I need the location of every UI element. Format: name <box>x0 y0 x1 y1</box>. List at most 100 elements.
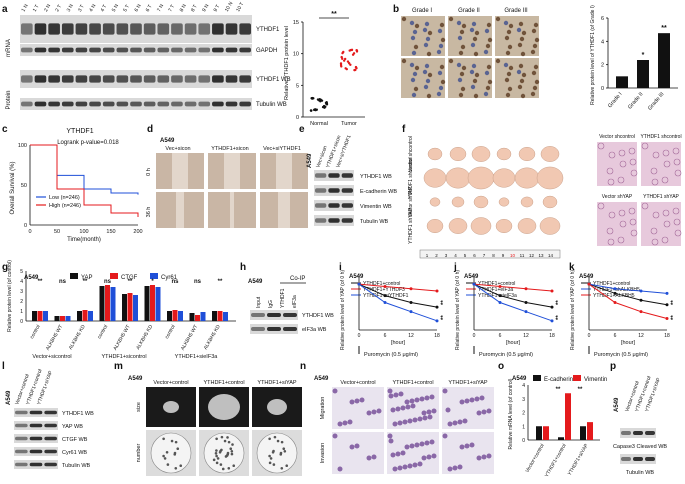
row-label: Vector shcontrol <box>408 136 414 172</box>
column-label: Vector+control <box>340 380 375 386</box>
ihc-nucleus <box>519 36 525 42</box>
migrated-cell <box>426 409 432 415</box>
y-tick-label: 0 <box>522 438 525 444</box>
colony-dot <box>273 435 277 439</box>
migrated-cell <box>419 396 425 402</box>
coip-label: Co-IP <box>290 276 305 282</box>
blot-band <box>239 23 251 35</box>
migrated-cell <box>371 454 377 460</box>
blot-band <box>239 75 251 83</box>
colony-dot <box>272 463 276 466</box>
scatter-y-label: Relative YTHDF1 protein level <box>284 26 290 100</box>
migrated-cell <box>393 392 399 398</box>
alveolus <box>607 238 615 246</box>
series-point <box>498 284 502 288</box>
ihc-nucleus <box>508 65 514 71</box>
alveolus <box>606 167 614 175</box>
ihc-image <box>495 16 539 56</box>
row-label: Migration <box>320 397 326 420</box>
legend-label: E-cadherin <box>544 377 573 383</box>
blot-band <box>198 23 211 35</box>
g-bar <box>200 312 206 321</box>
ihc-nucleus <box>487 79 493 85</box>
migrated-cell <box>429 394 435 400</box>
blot-label: YTHDF1 WB <box>302 313 334 319</box>
migrated-cell <box>397 420 403 426</box>
blot-band <box>15 449 28 454</box>
blot-band <box>315 188 327 193</box>
migrated-cell <box>366 455 372 461</box>
legend-label: YTHDF1+ALKBH5 <box>593 293 635 299</box>
series-point <box>435 305 439 309</box>
ruler-tick: 4 <box>454 253 457 258</box>
migrated-cell <box>442 388 448 394</box>
histology-label: Vector shYAP <box>602 194 633 200</box>
sig-marker: ** <box>441 300 447 305</box>
ihc-nucleus <box>410 35 416 41</box>
cell-line-label: A549 <box>160 138 175 144</box>
series-point <box>587 282 591 286</box>
blot-band <box>645 431 655 435</box>
x-tick-label: 0 <box>358 333 361 339</box>
ihc-nucleus <box>485 43 491 49</box>
blot-band <box>15 410 28 415</box>
category-label: Vector+control <box>524 443 545 474</box>
ihc-nucleus <box>423 42 429 48</box>
scatter-point <box>325 101 328 104</box>
blot-label: YAP WB <box>62 424 83 430</box>
lane-label: 10 T <box>235 1 245 13</box>
ihc-nucleus <box>483 91 489 97</box>
g-bar <box>88 311 93 321</box>
blot-band <box>130 75 142 83</box>
tumor-image <box>427 147 443 161</box>
migrated-cell <box>410 403 416 409</box>
ihc-nucleus <box>474 30 480 36</box>
migrated-cell <box>395 406 401 412</box>
ihc-nucleus <box>519 78 525 84</box>
lane-label: 9 N <box>201 3 210 13</box>
alveolus <box>650 227 658 235</box>
tumor-image <box>423 168 447 188</box>
blot-band <box>44 423 57 428</box>
alveolus <box>674 169 682 177</box>
legend-swatch <box>70 273 78 279</box>
ihc-nucleus <box>436 49 442 55</box>
scratch-gap <box>230 192 234 228</box>
blot-band <box>102 23 115 35</box>
migrated-cell <box>426 454 432 460</box>
ruler-tick: 7 <box>483 253 486 258</box>
alveolus <box>628 147 636 155</box>
g-bar <box>110 287 116 321</box>
series-point <box>613 287 617 291</box>
ihc-nucleus <box>460 86 466 92</box>
alveolus <box>672 207 680 215</box>
blot-band <box>130 23 142 35</box>
migrated-cell <box>486 408 492 414</box>
scatter-point <box>352 52 356 55</box>
lane-label: 7 T <box>167 4 176 13</box>
blot-label: CTGF WB <box>62 437 88 443</box>
ihc-nucleus <box>516 27 522 33</box>
x-tick-label: 0 <box>28 229 31 235</box>
scatter-point <box>311 97 314 100</box>
ihc-nucleus <box>440 79 446 85</box>
cell-line-label: A549 <box>349 274 364 280</box>
tumor-image <box>514 167 540 189</box>
colony-dot <box>272 449 275 453</box>
grade-label: Grade II <box>458 8 480 14</box>
blot-band <box>89 101 101 107</box>
x-tick-label: 6 <box>384 333 387 339</box>
legend-label: YTHDF1+sieIF3a <box>478 293 517 299</box>
ihc-nucleus <box>474 72 480 78</box>
alveolus <box>617 236 625 244</box>
series-point <box>665 303 669 307</box>
legend-label: Low (n=246) <box>49 195 80 201</box>
blot-band <box>283 313 297 317</box>
g-bar <box>60 316 65 321</box>
blot-band <box>21 23 33 35</box>
x-tick-label: 0 <box>473 333 476 339</box>
y-tick-label: 15 <box>293 20 299 26</box>
ruler-tick: 1 <box>426 253 429 258</box>
legend-label: Vimentin <box>584 377 607 383</box>
ihc-nucleus <box>534 79 540 85</box>
